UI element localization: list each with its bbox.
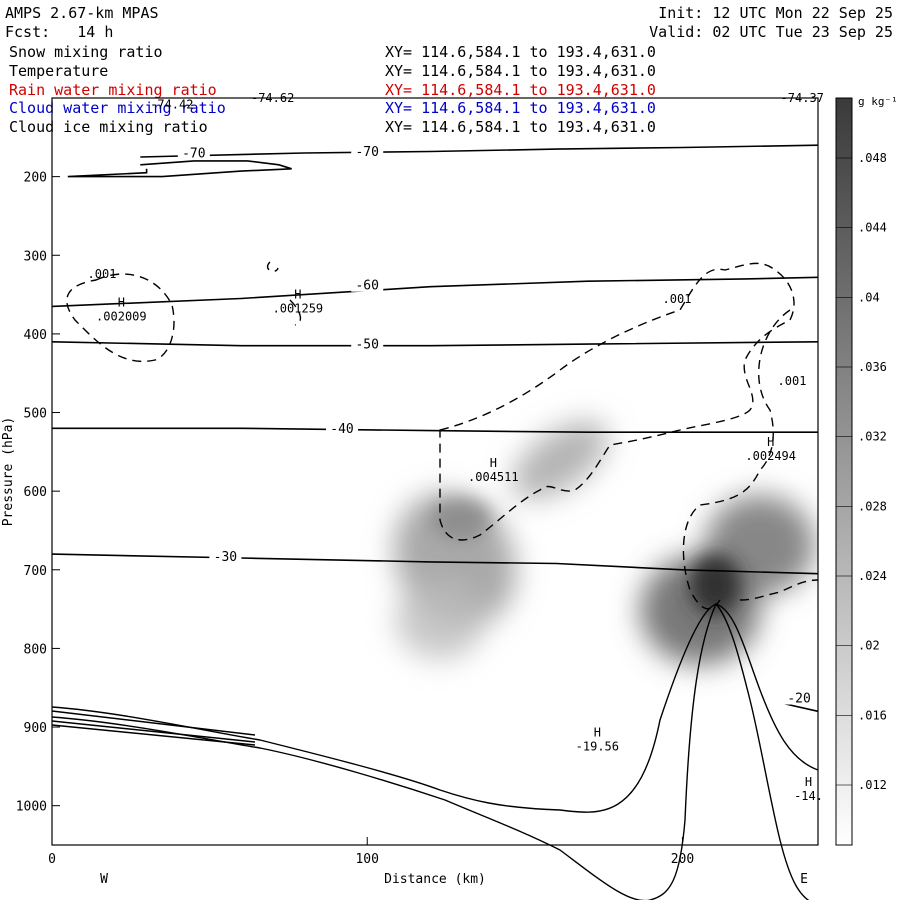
extremum-value-6: -74.42 xyxy=(150,97,193,111)
extremum-mark-4: H xyxy=(594,726,601,740)
temp-label-bg-2 xyxy=(351,277,384,292)
extremum-mark-5: H xyxy=(805,775,812,789)
extremum-value-4: -19.56 xyxy=(576,740,619,754)
forecast-hour: Fcst: 14 h xyxy=(5,23,114,41)
east-label: E xyxy=(800,872,808,887)
temp-label-6: -20 xyxy=(787,692,810,707)
y-tick-label-6: 800 xyxy=(24,642,47,657)
extremum-value-1: .001259 xyxy=(273,302,324,316)
colorbar-label-7: .04 xyxy=(858,290,880,304)
temp-label-bg-6 xyxy=(783,690,816,705)
temp-label-bg-5 xyxy=(209,548,242,563)
temp-contour-0 xyxy=(67,160,292,178)
extremum-mark-3: H xyxy=(767,435,774,449)
extremum-mark-1: H xyxy=(294,288,301,302)
snow-shading xyxy=(393,420,815,665)
temp-label-1: -70 xyxy=(355,145,378,160)
dashed-contour-3 xyxy=(289,299,302,326)
field-name-cloud-water: Cloud water mixing ratio xyxy=(9,99,226,117)
x-tick-label-0: 0 xyxy=(48,852,56,867)
field-xy-cloud-water: XY= 114.6,584.1 to 193.4,631.0 xyxy=(385,99,656,117)
y-tick-label-7: 900 xyxy=(24,721,47,736)
extremum-value-0: .002009 xyxy=(96,310,147,324)
y-tick-label-1: 300 xyxy=(24,249,47,264)
temp-label-bg-4 xyxy=(326,420,359,435)
x-axis-label: Distance (km) xyxy=(384,872,486,887)
colorbar-label-3: .024 xyxy=(858,569,887,583)
colorbar-label-5: .032 xyxy=(858,430,887,444)
colorbar-label-6: .036 xyxy=(858,360,887,374)
colorbar-label-2: .02 xyxy=(858,639,880,653)
y-tick-label-2: 400 xyxy=(24,328,47,343)
extremum-value-5: -14. xyxy=(794,789,823,803)
dashed-contour-1 xyxy=(66,273,175,363)
terrain-line-1 xyxy=(51,603,819,813)
dashed-label-0: .001 xyxy=(88,267,117,281)
temp-contour-3 xyxy=(51,341,819,347)
temp-contour-2 xyxy=(51,276,819,308)
colorbar-label-0: .012 xyxy=(858,778,887,792)
extremum-value-8: -74.37 xyxy=(781,91,824,105)
extremum-mark-0: H xyxy=(118,296,125,310)
colorbar-label-1: .016 xyxy=(858,708,887,722)
dashed-contours xyxy=(66,261,819,610)
y-tick-label-3: 500 xyxy=(24,407,47,422)
y-tick-label-0: 200 xyxy=(24,171,47,186)
x-tick-label-1: 100 xyxy=(355,852,378,867)
dashed-label-1: .001 xyxy=(663,292,692,306)
field-xy-cloud-ice: XY= 114.6,584.1 to 193.4,631.0 xyxy=(385,118,656,136)
extremum-value-7: -74.62 xyxy=(251,91,294,105)
snow-max-2 xyxy=(512,420,608,500)
dashed-contour-2 xyxy=(266,261,279,272)
y-tick-label-5: 700 xyxy=(24,564,47,579)
extremum-value-2: .004511 xyxy=(468,470,519,484)
west-label: W xyxy=(100,872,108,887)
init-time: Init: 12 UTC Mon 22 Sep 25 xyxy=(658,4,893,22)
terrain-line-3 xyxy=(51,710,256,746)
temp-label-0: -70 xyxy=(182,147,205,162)
temp-contour-4 xyxy=(52,427,818,433)
field-name-temperature: Temperature xyxy=(9,62,109,80)
temp-label-4: -40 xyxy=(330,422,353,437)
field-name-rain: Rain water mixing ratio xyxy=(9,81,217,99)
temp-contour-6 xyxy=(783,702,819,713)
field-name-snow: Snow mixing ratio xyxy=(9,43,163,61)
field-xy-rain: XY= 114.6,584.1 to 193.4,631.0 xyxy=(385,81,656,99)
temp-contour-1 xyxy=(140,144,819,158)
terrain-lines xyxy=(51,602,819,900)
snow-core-2 xyxy=(430,500,490,540)
temp-label-bg-3 xyxy=(351,336,384,351)
x-tick-label-2: 200 xyxy=(671,852,694,867)
dashed-contour-4 xyxy=(439,262,795,541)
temp-label-bg-0 xyxy=(177,145,210,160)
y-tick-label-8: 1000 xyxy=(16,800,47,815)
temp-label-bg-1 xyxy=(351,144,384,159)
field-xy-temperature: XY= 114.6,584.1 to 193.4,631.0 xyxy=(385,62,656,80)
field-name-cloud-ice: Cloud ice mixing ratio xyxy=(9,118,208,136)
y-axis-label: Pressure (hPa) xyxy=(1,417,16,527)
colorbar-label-8: .044 xyxy=(858,221,887,235)
colorbar-label-4: .028 xyxy=(858,499,887,513)
colorbar-unit: g kg⁻¹ xyxy=(858,95,898,108)
temp-label-2: -60 xyxy=(355,279,378,294)
valid-time: Valid: 02 UTC Tue 23 Sep 25 xyxy=(649,23,893,41)
colorbar: g kg⁻¹ .012 .016 .02 .024 .028 .032 .036 .04 .044… xyxy=(835,95,898,846)
dashed-label-2: .001 xyxy=(778,374,807,388)
dashed-contour-5 xyxy=(682,309,791,610)
extremum-mark-2: H xyxy=(490,456,497,470)
model-title: AMPS 2.67-km MPAS xyxy=(5,4,159,22)
colorbar-label-9: .048 xyxy=(858,151,887,165)
contour-labels: -70 -70-60-50-40-30-20H.002009H.001259H.0… xyxy=(88,91,824,803)
temp-label-3: -50 xyxy=(355,338,378,353)
plot-frame xyxy=(51,97,819,846)
field-xy-snow: XY= 114.6,584.1 to 193.4,631.0 xyxy=(385,43,656,61)
temp-label-5: -30 xyxy=(214,550,237,565)
snow-max-3 xyxy=(395,580,485,660)
terrain-line-2 xyxy=(51,602,810,900)
extremum-value-3: .002494 xyxy=(745,449,796,463)
axes: 0 100 200 200 300 400 500 600 700 800 900 1000 Dista… xyxy=(1,171,808,887)
y-tick-label-4: 600 xyxy=(24,485,47,500)
